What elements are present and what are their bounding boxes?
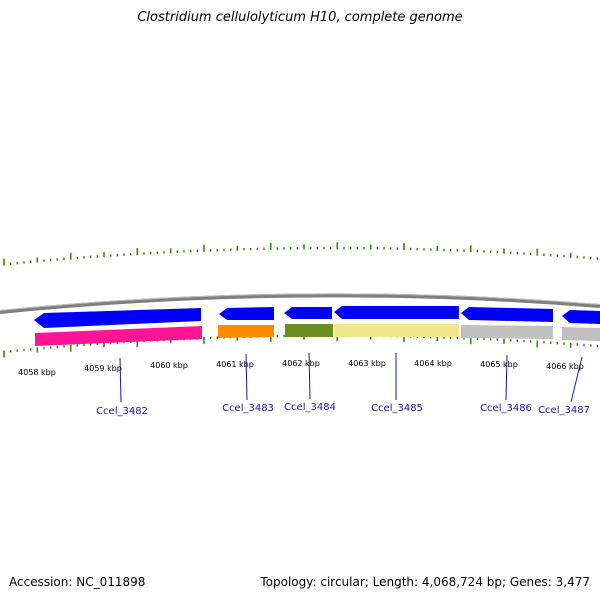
gene-bar-ccel-3484[interactable]: [285, 324, 333, 337]
strand-arrow-ccel-3484[interactable]: [284, 307, 332, 319]
gene-label-ccel-3485[interactable]: Ccel_3485: [371, 403, 423, 414]
strand-arrow-track: [34, 306, 600, 328]
scale-label-row: 4058 kbp 4059 kbp 4060 kbp 4061 kbp 4062…: [18, 359, 584, 377]
scale-label-4066: 4066 kbp: [546, 362, 584, 371]
top-tick-row: [3, 242, 598, 266]
gene-label-ccel-3483[interactable]: Ccel_3483: [222, 403, 274, 414]
gene-bar-ccel-3486[interactable]: [461, 325, 553, 339]
scale-label-4058: 4058 kbp: [18, 368, 56, 377]
strand-arrow-ccel-3485[interactable]: [334, 306, 459, 319]
gene-bar-ccel-3483[interactable]: [218, 325, 274, 338]
scale-label-4062: 4062 kbp: [282, 359, 320, 368]
gene-label-ccel-3486[interactable]: Ccel_3486: [480, 403, 532, 414]
gene-bar-ccel-3487[interactable]: [562, 327, 600, 341]
topology-summary: Topology: circular; Length: 4,068,724 bp…: [260, 575, 590, 589]
gene-bar-ccel-3485[interactable]: [334, 324, 459, 337]
leader-ccel-3486: [505, 354, 508, 401]
gene-bar-ccel-3482[interactable]: [35, 326, 202, 346]
gene-label-ccel-3484[interactable]: Ccel_3484: [284, 402, 336, 413]
gene-label-ccel-3487[interactable]: Ccel_3487: [538, 405, 590, 416]
scale-label-4059: 4059 kbp: [84, 364, 122, 373]
genome-backbone: [0, 293, 600, 314]
strand-arrow-ccel-3483[interactable]: [219, 307, 274, 320]
leader-ccel-3484: [308, 352, 311, 400]
gene-bar-track: [35, 324, 600, 346]
map-title: Clostridium cellulolyticum H10, complete…: [137, 10, 463, 25]
scale-label-4061: 4061 kbp: [216, 360, 254, 369]
scale-label-4064: 4064 kbp: [414, 359, 452, 368]
strand-arrow-ccel-3487[interactable]: [562, 310, 600, 324]
leader-ccel-3487: [570, 356, 583, 403]
scale-label-4060: 4060 kbp: [150, 361, 188, 370]
leader-ccel-3483: [245, 353, 248, 401]
gene-label-row: Ccel_3482 Ccel_3483 Ccel_3484 Ccel_3485 …: [96, 402, 590, 417]
genome-backbone-highlight: [0, 293, 600, 311]
leader-ccel-3482: [119, 357, 122, 403]
scale-label-4063: 4063 kbp: [348, 359, 386, 368]
accession-text: Accession: NC_011898: [9, 575, 146, 589]
gene-label-ccel-3482[interactable]: Ccel_3482: [96, 406, 148, 417]
strand-arrow-ccel-3486[interactable]: [461, 307, 553, 322]
strand-arrow-ccel-3482[interactable]: [34, 308, 201, 328]
gene-leader-lines: [119, 352, 583, 403]
scale-label-4065: 4065 kbp: [480, 360, 518, 369]
